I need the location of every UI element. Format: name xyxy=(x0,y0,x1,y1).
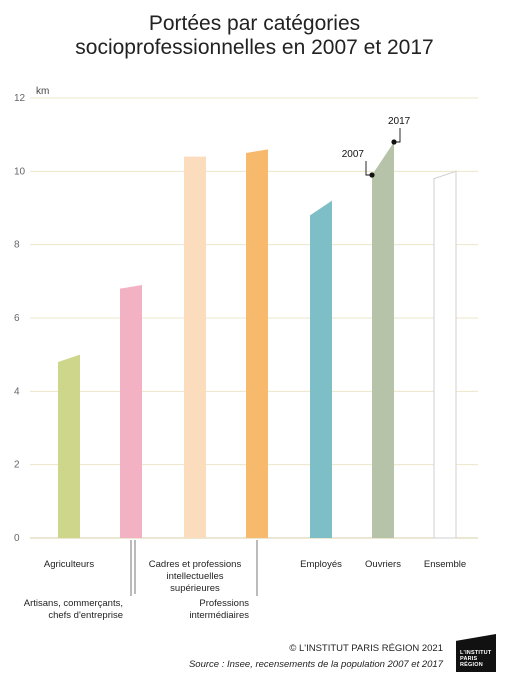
category-label-3-line-0: Professions xyxy=(199,598,249,609)
annotation-label-2007: 2007 xyxy=(342,149,365,160)
y-tick-label-10: 10 xyxy=(14,166,26,177)
category-label-1-line-1: chefs d'entreprise xyxy=(48,610,123,621)
y-tick-label-6: 6 xyxy=(14,313,20,324)
bar-4 xyxy=(310,200,332,538)
chart-title-line1: Portées par catégories xyxy=(148,12,361,35)
y-tick-label-8: 8 xyxy=(14,240,20,251)
bar-2 xyxy=(184,156,206,538)
y-tick-label-0: 0 xyxy=(14,533,20,544)
category-label-0-line-0: Agriculteurs xyxy=(44,559,94,570)
category-label-2-line-1: intellectuelles xyxy=(166,571,223,582)
annotation-leader-2017 xyxy=(394,128,401,143)
annotation-label-2017: 2017 xyxy=(388,116,411,127)
category-label-2-line-0: Cadres et professions xyxy=(149,559,242,570)
y-tick-label-2: 2 xyxy=(14,460,20,471)
credit-text: © L'INSTITUT PARIS RÉGION 2021 xyxy=(289,643,443,654)
bar-5 xyxy=(372,142,394,538)
bar-3 xyxy=(246,149,268,539)
y-axis-unit-label: km xyxy=(36,86,49,97)
bar-1 xyxy=(120,285,142,538)
category-label-6-line-0: Ensemble xyxy=(424,559,466,570)
category-label-3-line-1: intermédiaires xyxy=(189,610,249,621)
category-label-2-line-2: supérieures xyxy=(170,583,220,594)
annotation-leader-2007 xyxy=(365,161,372,176)
y-tick-label-12: 12 xyxy=(14,93,26,104)
category-label-4-line-0: Employés xyxy=(300,559,342,570)
y-tick-label-4: 4 xyxy=(14,386,20,397)
bar-0 xyxy=(58,354,80,538)
chart-title-line2: socioprofessionnelles en 2007 et 2017 xyxy=(75,36,434,59)
source-text: Source : Insee, recensements de la popul… xyxy=(188,659,443,670)
institut-logo: L'INSTITUT PARIS RÉGION xyxy=(456,634,496,672)
bar-6 xyxy=(433,170,457,539)
category-label-1-line-0: Artisans, commerçants, xyxy=(24,598,123,609)
category-label-5-line-0: Ouvriers xyxy=(365,559,401,570)
